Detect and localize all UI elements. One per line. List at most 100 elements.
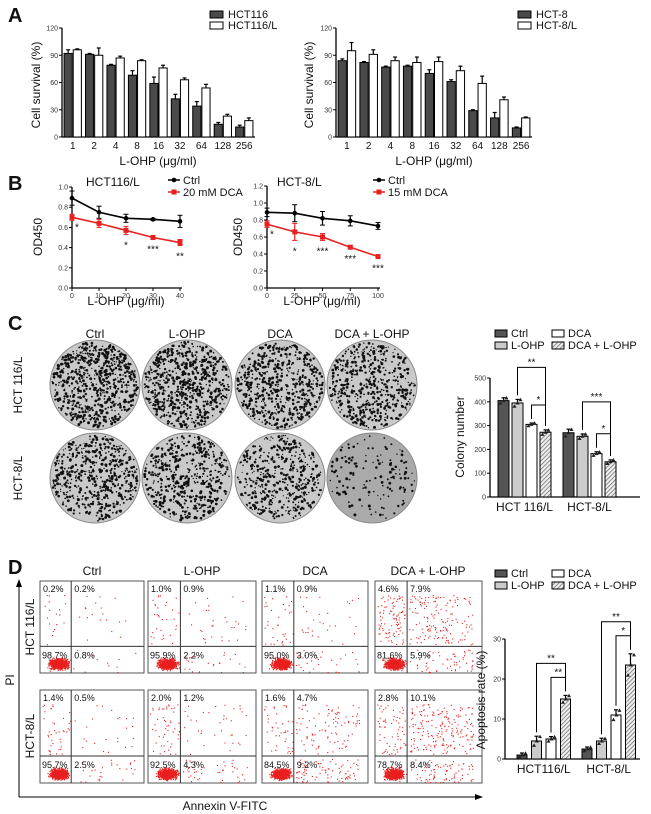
colony-dot: [339, 359, 343, 362]
colony-dot: [160, 460, 163, 462]
colony-dot: [78, 507, 80, 509]
colony-dot: [160, 478, 163, 482]
colony-dot: [79, 444, 82, 447]
colony-dot: [90, 341, 94, 345]
colony-dot: [134, 489, 137, 492]
colony-dot: [156, 398, 159, 402]
colony-dot: [143, 475, 147, 479]
colony-dot: [385, 422, 389, 426]
colony-dot: [76, 486, 78, 488]
colony-dot: [168, 414, 172, 418]
colony-dot: [273, 483, 276, 487]
colony-dot: [256, 476, 260, 480]
colony-dot: [305, 493, 308, 496]
colony-dot: [166, 381, 169, 384]
colony-dot: [286, 384, 288, 386]
colony-dot: [250, 468, 253, 470]
colony-dot: [369, 376, 371, 379]
colony-dot: [361, 421, 363, 423]
colony-dot: [98, 443, 102, 447]
colony-dot: [125, 449, 127, 452]
colony-dot: [291, 389, 294, 391]
colony-dot: [316, 368, 319, 372]
colony-dot: [113, 382, 115, 384]
colony-dot: [192, 381, 196, 385]
colony-dot: [132, 458, 135, 461]
colony-dot: [289, 468, 292, 472]
colony-dot: [115, 391, 118, 394]
colony-dot: [264, 438, 266, 440]
colony-dot: [245, 460, 249, 463]
colony-dot: [212, 361, 214, 364]
colony-dot: [185, 381, 189, 385]
colony-dot: [277, 359, 279, 362]
colony-dot: [162, 499, 166, 503]
colony-dot: [83, 376, 85, 378]
colony-dot: [341, 456, 344, 460]
colony-dot: [258, 445, 261, 448]
colony-dot: [159, 375, 163, 379]
colony-dot: [204, 455, 208, 458]
colony-dot: [364, 406, 367, 408]
flow-event-dot: [49, 663, 51, 665]
colony-dot: [397, 388, 401, 392]
a-right-xlabel: L-OHP (μg/ml): [395, 154, 472, 168]
colony-dot: [135, 389, 137, 392]
colony-dot: [102, 418, 106, 421]
colony-dot: [312, 370, 315, 374]
colony-dot: [149, 379, 151, 381]
colony-dot: [166, 399, 168, 402]
colony-dot: [193, 473, 196, 476]
colony-dot: [56, 491, 59, 494]
colony-dot: [55, 392, 59, 396]
colony-dot: [76, 352, 78, 354]
colony-dot: [249, 415, 252, 418]
colony-dot: [136, 386, 139, 389]
colony-dot: [215, 480, 218, 483]
colony-dot: [177, 420, 180, 423]
colony-dot: [308, 466, 311, 468]
colony-dot: [256, 362, 258, 364]
colony-dot: [397, 367, 400, 369]
colony-dot: [205, 366, 209, 370]
colony-dot: [178, 345, 181, 348]
colony-dot: [288, 513, 291, 515]
colony-dot: [344, 455, 347, 458]
colony-dot: [189, 500, 193, 503]
colony-dot: [277, 405, 280, 408]
colony-dot: [219, 410, 222, 414]
colony-dot: [285, 510, 287, 512]
colony-dot: [368, 417, 370, 420]
colony-dot: [194, 500, 196, 503]
flow-event-dot: [48, 665, 50, 667]
colony-dot: [241, 471, 243, 473]
colony-dot: [289, 451, 291, 453]
colony-dot: [157, 460, 160, 463]
colony-dot: [61, 460, 63, 463]
colony-dot: [113, 420, 117, 424]
colony-dot: [354, 360, 356, 363]
colony-dot: [309, 402, 312, 406]
colony-dot: [344, 380, 347, 383]
colony-dot: [252, 451, 256, 455]
colony-dot: [380, 370, 382, 372]
colony-dot: [156, 365, 158, 367]
colony-dot: [316, 474, 319, 477]
colony-dot: [196, 416, 199, 419]
colony-dot: [362, 487, 365, 489]
colony-dot: [274, 342, 277, 345]
colony-dot: [101, 375, 103, 378]
colony-dot: [68, 471, 71, 474]
colony-dot: [117, 364, 120, 367]
colony-dot: [78, 346, 80, 349]
colony-dot: [118, 360, 122, 364]
colony-dot: [97, 414, 100, 417]
colony-dot: [355, 422, 358, 425]
colony-dot: [208, 356, 211, 359]
colony-dot: [193, 446, 197, 449]
colony-dot: [67, 355, 70, 358]
colony-dot: [93, 377, 96, 380]
colony-dot: [155, 356, 159, 360]
colony-dot: [101, 499, 103, 501]
colony-dot: [403, 473, 406, 476]
